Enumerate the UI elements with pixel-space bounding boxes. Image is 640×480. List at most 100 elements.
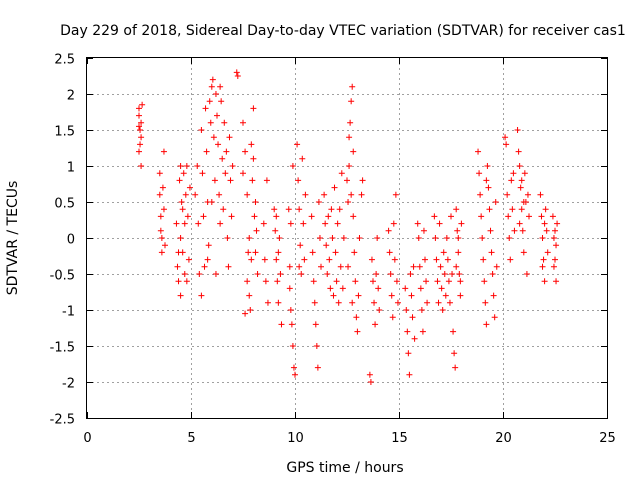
data-point	[337, 263, 344, 270]
data-point	[215, 141, 222, 148]
y-tick-label: 0.5	[54, 197, 75, 212]
data-point	[349, 83, 356, 90]
data-point	[387, 271, 394, 277]
data-point	[549, 213, 556, 220]
data-point	[520, 199, 527, 205]
data-point	[309, 249, 316, 256]
data-point	[368, 256, 375, 263]
data-point	[353, 314, 360, 321]
data-point	[390, 220, 397, 227]
data-point	[354, 328, 361, 335]
data-point	[385, 227, 392, 234]
data-point	[440, 249, 447, 256]
data-point	[292, 371, 298, 378]
data-point	[484, 163, 491, 169]
data-point	[136, 112, 142, 119]
data-point	[136, 105, 142, 112]
data-point	[289, 343, 296, 349]
x-tick-label: 15	[391, 431, 408, 446]
data-point	[248, 141, 255, 148]
data-point	[244, 278, 251, 285]
data-point	[136, 148, 142, 155]
data-point	[329, 235, 336, 241]
data-point	[297, 242, 304, 249]
data-point	[338, 170, 345, 177]
data-point	[204, 256, 211, 263]
data-point	[177, 235, 184, 241]
data-point	[222, 170, 229, 177]
data-point	[389, 314, 396, 321]
data-point	[367, 379, 374, 385]
data-point	[180, 170, 187, 177]
data-point	[322, 220, 329, 227]
data-point	[251, 213, 258, 220]
data-point	[510, 170, 517, 177]
data-point	[334, 220, 341, 227]
data-point	[416, 263, 423, 270]
data-point	[439, 307, 446, 313]
data-point	[246, 292, 253, 299]
data-point	[345, 263, 352, 270]
data-point	[195, 220, 202, 227]
data-point	[335, 299, 342, 306]
data-point	[407, 271, 414, 277]
data-point	[345, 199, 352, 205]
data-point	[366, 371, 373, 378]
data-point	[330, 292, 337, 299]
data-point	[325, 213, 332, 220]
data-point	[327, 285, 334, 292]
data-point	[242, 148, 249, 155]
data-point	[250, 155, 257, 162]
data-point	[302, 191, 309, 198]
data-point	[423, 278, 430, 285]
data-point	[373, 271, 380, 277]
data-point	[173, 220, 180, 227]
data-point	[311, 299, 318, 306]
data-point	[183, 163, 190, 169]
data-point	[483, 177, 490, 184]
data-point	[457, 292, 464, 299]
data-point	[420, 227, 427, 234]
data-point	[208, 199, 215, 205]
data-point	[250, 105, 257, 112]
data-point	[485, 184, 492, 191]
data-point	[524, 191, 531, 198]
data-point	[351, 249, 358, 256]
data-point	[182, 191, 189, 198]
data-point	[406, 371, 413, 378]
data-point	[526, 213, 532, 220]
data-point	[247, 307, 254, 313]
data-point	[374, 235, 381, 241]
data-point	[331, 184, 338, 191]
data-point	[264, 299, 271, 306]
data-point	[192, 191, 199, 198]
data-point	[518, 206, 525, 213]
data-point	[206, 98, 213, 105]
data-point	[550, 263, 557, 270]
data-point	[542, 206, 549, 213]
data-point	[211, 177, 218, 184]
data-point	[177, 163, 184, 169]
data-point	[505, 213, 512, 220]
data-point	[454, 227, 461, 234]
data-point	[541, 278, 548, 285]
data-point	[375, 285, 382, 292]
data-point	[328, 206, 335, 213]
data-point	[216, 191, 223, 198]
data-point	[181, 220, 188, 227]
data-point	[508, 177, 515, 184]
data-point	[445, 278, 452, 285]
data-point	[402, 285, 409, 292]
data-point	[240, 170, 246, 177]
data-point	[350, 213, 357, 220]
y-tick-label: -1.5	[50, 341, 75, 356]
data-point	[553, 278, 560, 285]
data-point	[388, 292, 395, 299]
data-point	[476, 170, 483, 177]
data-point	[263, 177, 270, 184]
data-point	[183, 278, 190, 285]
data-point	[271, 206, 278, 213]
y-axis-label: SDTVAR / TECUs	[5, 181, 21, 296]
data-point	[376, 307, 383, 313]
data-point	[332, 249, 339, 256]
